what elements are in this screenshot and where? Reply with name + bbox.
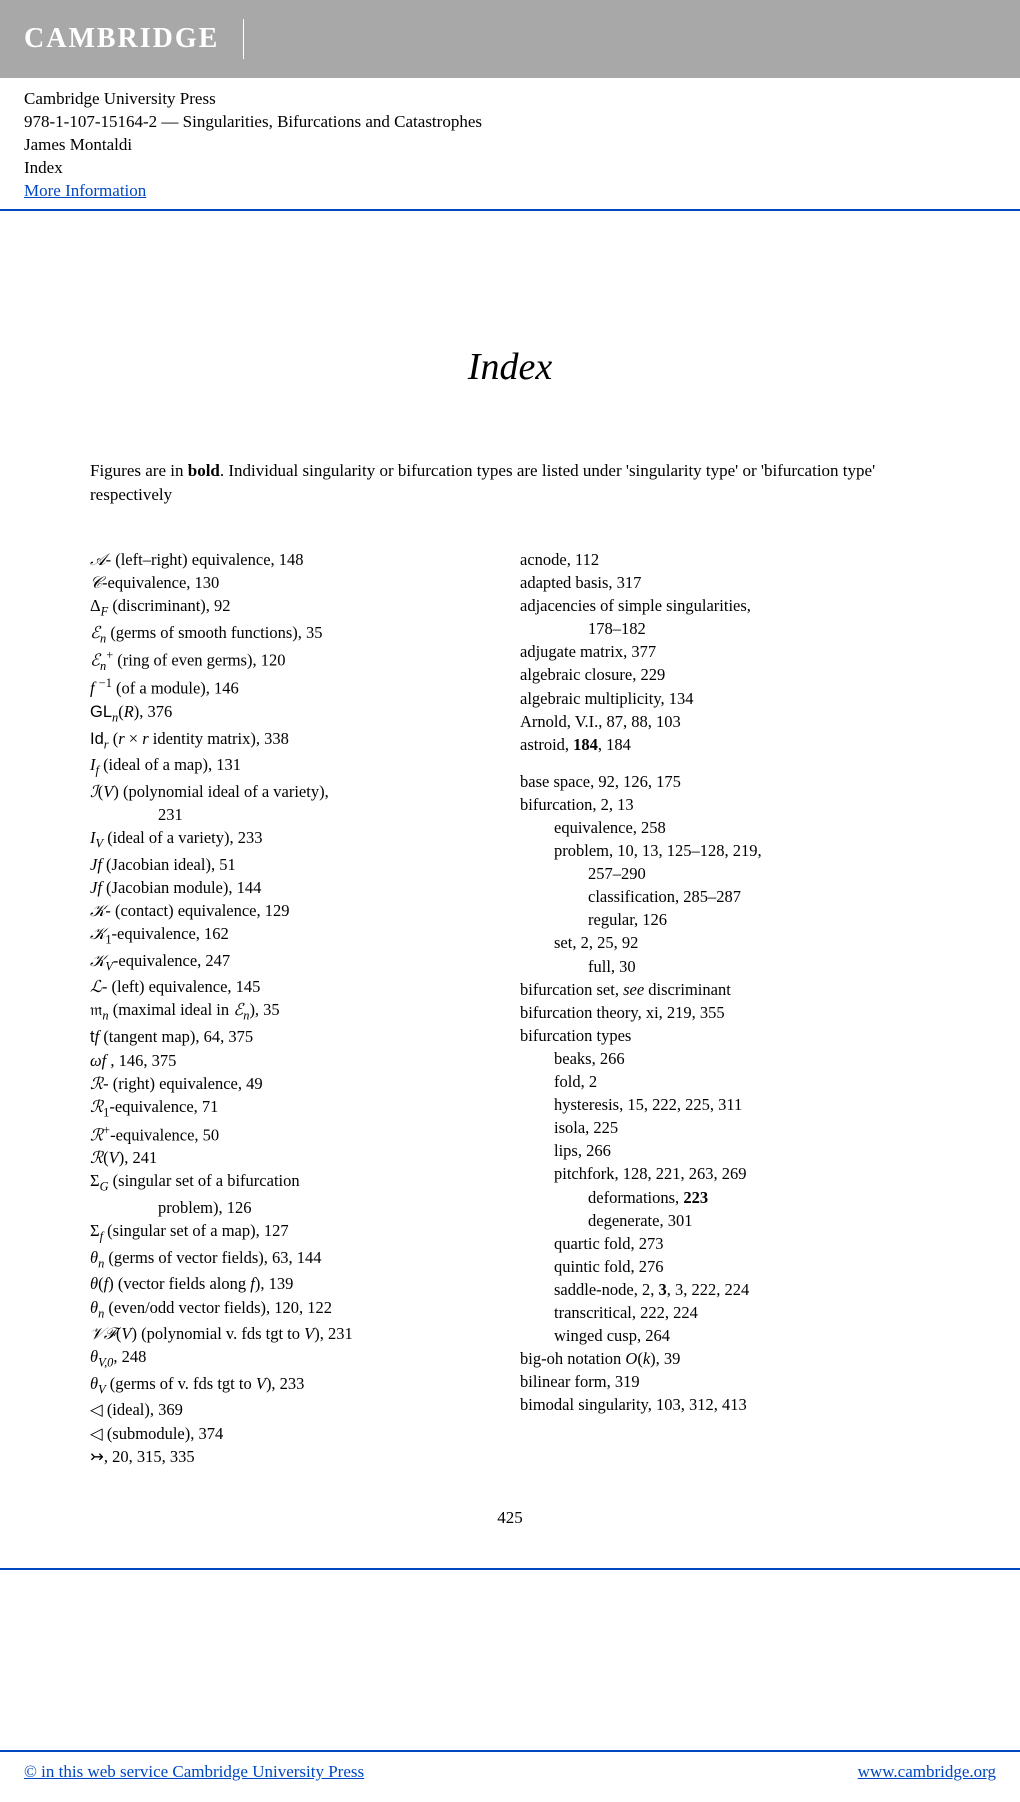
index-entry: adapted basis, 317 (520, 571, 930, 594)
index-entry: 178–182 (520, 617, 930, 640)
index-entry: tf (tangent map), 64, 375 (90, 1025, 500, 1049)
index-entry: full, 30 (520, 955, 930, 978)
cambridge-logo: CAMBRIDGE (24, 19, 244, 59)
index-entry: θ(f) (vector fields along f), 139 (90, 1272, 500, 1295)
index-entry: Jf (Jacobian module), 144 (90, 876, 500, 899)
index-entry: degenerate, 301 (520, 1209, 930, 1232)
index-entry: ◁ (submodule), 374 (90, 1422, 500, 1445)
section-line: Index (24, 157, 996, 180)
index-entry: ℒ- (left) equivalence, 145 (90, 975, 500, 998)
footer-rule (0, 1568, 1020, 1570)
page-content: Index Figures are in bold. Individual si… (0, 211, 1020, 1568)
index-entry: equivalence, 258 (520, 816, 930, 839)
index-entry: 𝔪n (maximal ideal in ℰn), 35 (90, 998, 500, 1025)
index-entry: 257–290 (520, 862, 930, 885)
index-entry: saddle-node, 2, 3, 3, 222, 224 (520, 1278, 930, 1301)
index-columns: 𝒜- (left–right) equivalence, 148𝒞-equiva… (90, 548, 930, 1468)
index-entry: f −1 (of a module), 146 (90, 675, 500, 700)
index-entry: ℰn (germs of smooth functions), 35 (90, 621, 500, 648)
index-entry: 𝒱ℱ(V) (polynomial v. fds tgt to V), 231 (90, 1322, 500, 1345)
meta-block: Cambridge University Press 978-1-107-151… (0, 78, 1020, 209)
index-entry: bifurcation types (520, 1024, 930, 1047)
footer-copyright-link[interactable]: © in this web service Cambridge Universi… (24, 1762, 364, 1782)
index-entry: θV,0, 248 (90, 1345, 500, 1372)
index-entry: ℐ(V) (polynomial ideal of a variety), (90, 780, 500, 803)
index-entry: regular, 126 (520, 908, 930, 931)
index-entry: ↣, 20, 315, 335 (90, 1445, 500, 1468)
index-entry: ◁ (ideal), 369 (90, 1398, 500, 1421)
index-entry: quartic fold, 273 (520, 1232, 930, 1255)
index-entry: lips, 266 (520, 1139, 930, 1162)
index-entry: 𝒦1-equivalence, 162 (90, 922, 500, 949)
page-title: Index (90, 345, 930, 389)
index-entry: adjugate matrix, 377 (520, 640, 930, 663)
index-entry: astroid, 184, 184 (520, 733, 930, 756)
index-entry: Σf (singular set of a map), 127 (90, 1219, 500, 1246)
footer: © in this web service Cambridge Universi… (0, 1750, 1020, 1802)
index-entry: Idr (r × r identity matrix), 338 (90, 727, 500, 754)
index-entry: θn (even/odd vector fields), 120, 122 (90, 1296, 500, 1323)
index-entry: acnode, 112 (520, 548, 930, 571)
index-entry: Arnold, V.I., 87, 88, 103 (520, 710, 930, 733)
index-entry: bilinear form, 319 (520, 1370, 930, 1393)
index-entry: θV (germs of v. fds tgt to V), 233 (90, 1372, 500, 1399)
index-entry: bifurcation, 2, 13 (520, 793, 930, 816)
index-entry: deformations, 223 (520, 1186, 930, 1209)
index-entry: 𝒜- (left–right) equivalence, 148 (90, 548, 500, 571)
intro-prefix: Figures are in (90, 461, 188, 480)
index-entry: set, 2, 25, 92 (520, 931, 930, 954)
index-entry: transcritical, 222, 224 (520, 1301, 930, 1324)
index-spacer (520, 756, 930, 770)
index-entry: quintic fold, 276 (520, 1255, 930, 1278)
more-information-link[interactable]: More Information (24, 181, 146, 200)
index-entry: big-oh notation O(k), 39 (520, 1347, 930, 1370)
index-entry: IV (ideal of a variety), 233 (90, 826, 500, 853)
left-column: 𝒜- (left–right) equivalence, 148𝒞-equiva… (90, 548, 500, 1468)
index-entry: 𝒞-equivalence, 130 (90, 571, 500, 594)
index-entry: isola, 225 (520, 1116, 930, 1139)
index-entry: bifurcation theory, xi, 219, 355 (520, 1001, 930, 1024)
index-entry: beaks, 266 (520, 1047, 930, 1070)
index-entry: ΔF (discriminant), 92 (90, 594, 500, 621)
right-column: acnode, 112adapted basis, 317adjacencies… (520, 548, 930, 1468)
index-entry: 𝒦V-equivalence, 247 (90, 949, 500, 976)
index-entry: θn (germs of vector fields), 63, 144 (90, 1246, 500, 1273)
index-entry: problem, 10, 13, 125–128, 219, (520, 839, 930, 862)
index-entry: ℛ1-equivalence, 71 (90, 1095, 500, 1122)
index-entry: bifurcation set, see discriminant (520, 978, 930, 1001)
index-entry: problem), 126 (90, 1196, 500, 1219)
header-bar: CAMBRIDGE (0, 0, 1020, 78)
isbn-title-line: 978-1-107-15164-2 — Singularities, Bifur… (24, 111, 996, 134)
intro-bold: bold (188, 461, 220, 480)
index-entry: ℛ- (right) equivalence, 49 (90, 1072, 500, 1095)
intro-paragraph: Figures are in bold. Individual singular… (90, 459, 930, 508)
author-line: James Montaldi (24, 134, 996, 157)
publisher-line: Cambridge University Press (24, 88, 996, 111)
index-entry: fold, 2 (520, 1070, 930, 1093)
index-entry: GLn(R), 376 (90, 700, 500, 727)
index-entry: winged cusp, 264 (520, 1324, 930, 1347)
index-entry: 231 (90, 803, 500, 826)
index-entry: Jf (Jacobian ideal), 51 (90, 853, 500, 876)
index-entry: ΣG (singular set of a bifurcation (90, 1169, 500, 1196)
index-entry: ℰn+ (ring of even germs), 120 (90, 647, 500, 675)
index-entry: algebraic closure, 229 (520, 663, 930, 686)
index-entry: bimodal singularity, 103, 312, 413 (520, 1393, 930, 1416)
index-entry: algebraic multiplicity, 134 (520, 687, 930, 710)
index-entry: classification, 285–287 (520, 885, 930, 908)
page-number: 425 (90, 1508, 930, 1528)
index-entry: ℛ+-equivalence, 50 (90, 1122, 500, 1147)
footer-site-link[interactable]: www.cambridge.org (858, 1762, 996, 1782)
index-entry: 𝒦- (contact) equivalence, 129 (90, 899, 500, 922)
index-entry: hysteresis, 15, 222, 225, 311 (520, 1093, 930, 1116)
index-entry: base space, 92, 126, 175 (520, 770, 930, 793)
index-entry: adjacencies of simple singularities, (520, 594, 930, 617)
index-entry: If (ideal of a map), 131 (90, 753, 500, 780)
index-entry: ωf , 146, 375 (90, 1049, 500, 1072)
index-entry: ℛ(V), 241 (90, 1146, 500, 1169)
index-entry: pitchfork, 128, 221, 263, 269 (520, 1162, 930, 1185)
